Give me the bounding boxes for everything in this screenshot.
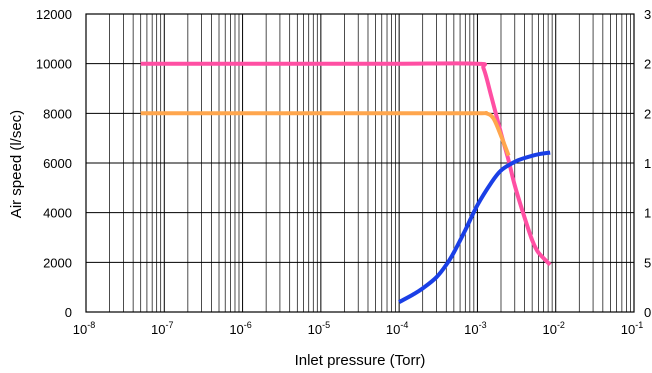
y-tick-label: 8000 — [43, 106, 72, 121]
x-tick-base: 10 — [386, 322, 400, 337]
y2-tick-label: 2 — [644, 57, 651, 72]
x-tick-base: 10 — [464, 322, 478, 337]
y-tick-label: 12000 — [36, 7, 72, 22]
series-line-2 — [140, 110, 511, 157]
x-tick-label: 10-8 — [73, 320, 95, 337]
x-axis-title: Inlet pressure (Torr) — [295, 352, 426, 369]
y-tick-label: 4000 — [43, 206, 72, 221]
x-tick-base: 10 — [542, 322, 556, 337]
x-tick-label: 10-7 — [151, 320, 173, 337]
y-axis-title: Air speed (l/sec) — [8, 110, 25, 218]
x-tick-base: 10 — [308, 322, 322, 337]
y2-tick-label: 0 — [644, 305, 651, 320]
y2-tick-label: 1 — [644, 206, 651, 221]
x-tick-label: 10-6 — [229, 320, 251, 337]
grid — [85, 13, 634, 313]
x-axis-ticks: 10-8 10-7 10-6 10-5 10-4 10-3 10-2 10-1 — [73, 320, 643, 337]
x-tick-label: 10-5 — [308, 320, 330, 337]
x-tick-exponent: -7 — [166, 320, 174, 330]
y-tick-label: 6000 — [43, 156, 72, 171]
y-tick-label: 0 — [65, 305, 72, 320]
x-tick-label: 10-2 — [542, 320, 564, 337]
x-tick-exponent: -8 — [87, 320, 95, 330]
y-axis-ticks: 0 2000 4000 6000 8000 10000 12000 — [36, 7, 72, 320]
x-tick-exponent: -3 — [479, 320, 487, 330]
x-tick-label: 10-3 — [464, 320, 486, 337]
y2-tick-label: 5 — [644, 255, 651, 270]
x-tick-base: 10 — [151, 322, 165, 337]
series-line-1 — [140, 61, 552, 267]
x-tick-exponent: -2 — [557, 320, 565, 330]
x-tick-label: 10-4 — [386, 320, 408, 337]
series-line-3 — [398, 150, 551, 304]
y-tick-label: 2000 — [43, 255, 72, 270]
series-lines — [140, 61, 552, 304]
x-tick-exponent: -1 — [635, 320, 643, 330]
x-tick-base: 10 — [621, 322, 635, 337]
x-tick-base: 10 — [229, 322, 243, 337]
plot-border — [85, 13, 635, 313]
y2-tick-label: 1 — [644, 156, 651, 171]
y2-axis-ticks: 0 5 1 1 2 2 3 — [644, 7, 651, 320]
x-tick-exponent: -5 — [322, 320, 330, 330]
y-tick-label: 10000 — [36, 57, 72, 72]
y2-tick-label: 3 — [644, 7, 651, 22]
y2-tick-label: 2 — [644, 106, 651, 121]
plot-frame — [85, 13, 635, 313]
x-tick-exponent: -6 — [244, 320, 252, 330]
x-tick-label: 10-1 — [621, 320, 643, 337]
x-tick-exponent: -4 — [400, 320, 408, 330]
x-tick-base: 10 — [73, 322, 87, 337]
